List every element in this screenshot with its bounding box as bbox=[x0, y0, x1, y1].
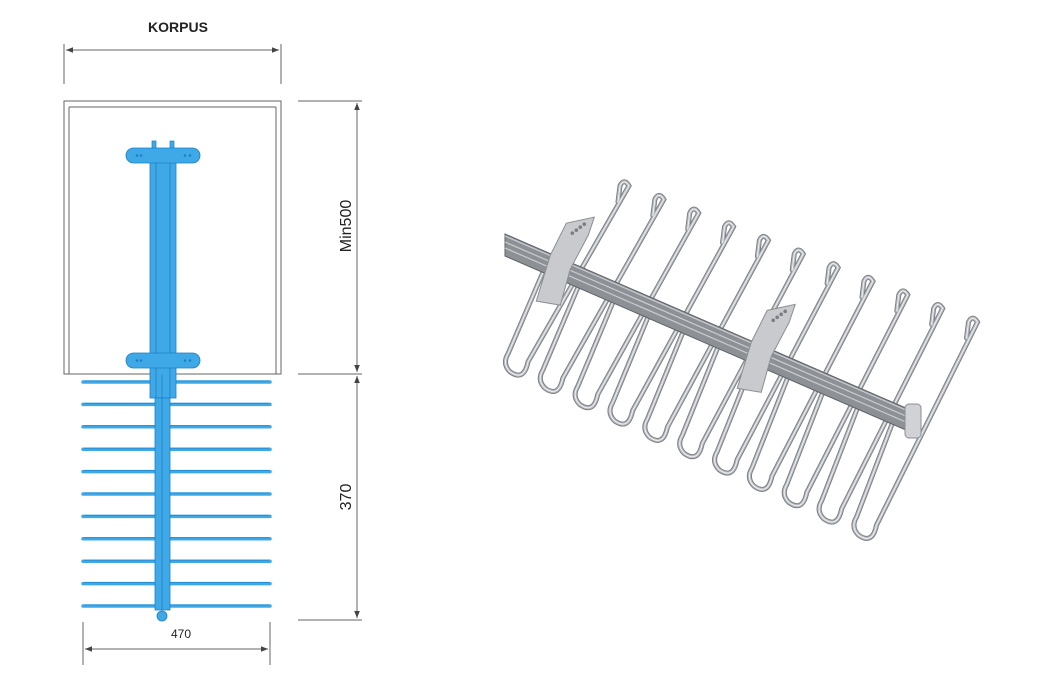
korpus-label: KORPUS bbox=[148, 19, 208, 35]
hook-highlight bbox=[505, 181, 630, 376]
hook-highlight bbox=[714, 263, 839, 474]
hook-highlight bbox=[679, 249, 804, 458]
width-dimension bbox=[82, 622, 271, 665]
height-dimension bbox=[298, 100, 362, 621]
pull-out-rail bbox=[149, 140, 177, 622]
product-photo bbox=[502, 179, 981, 541]
rail-groove bbox=[504, 235, 916, 415]
rail bbox=[504, 233, 916, 435]
hook-highlight bbox=[818, 304, 944, 523]
hook-highlight bbox=[539, 194, 665, 392]
hook-highlight bbox=[748, 276, 874, 490]
korpus-dimension bbox=[63, 44, 282, 84]
min500-label: Min500 bbox=[338, 200, 355, 253]
bracket-middle bbox=[736, 303, 796, 393]
rail-groove bbox=[504, 247, 916, 427]
hook-highlight bbox=[853, 317, 979, 539]
hook-highlight bbox=[783, 290, 909, 507]
top-bracket bbox=[125, 147, 201, 164]
hook-highlight bbox=[609, 222, 735, 425]
bracket-left bbox=[535, 216, 596, 306]
rod-group bbox=[81, 380, 272, 608]
hook-highlight bbox=[644, 235, 769, 441]
extension-370-label: 370 bbox=[338, 484, 355, 511]
hook-highlight bbox=[574, 208, 700, 409]
rail-end-cap bbox=[904, 403, 922, 439]
width-470-label: 470 bbox=[171, 627, 191, 641]
bottom-bracket bbox=[125, 352, 201, 369]
hooks bbox=[502, 179, 981, 541]
rail-groove bbox=[504, 241, 916, 421]
